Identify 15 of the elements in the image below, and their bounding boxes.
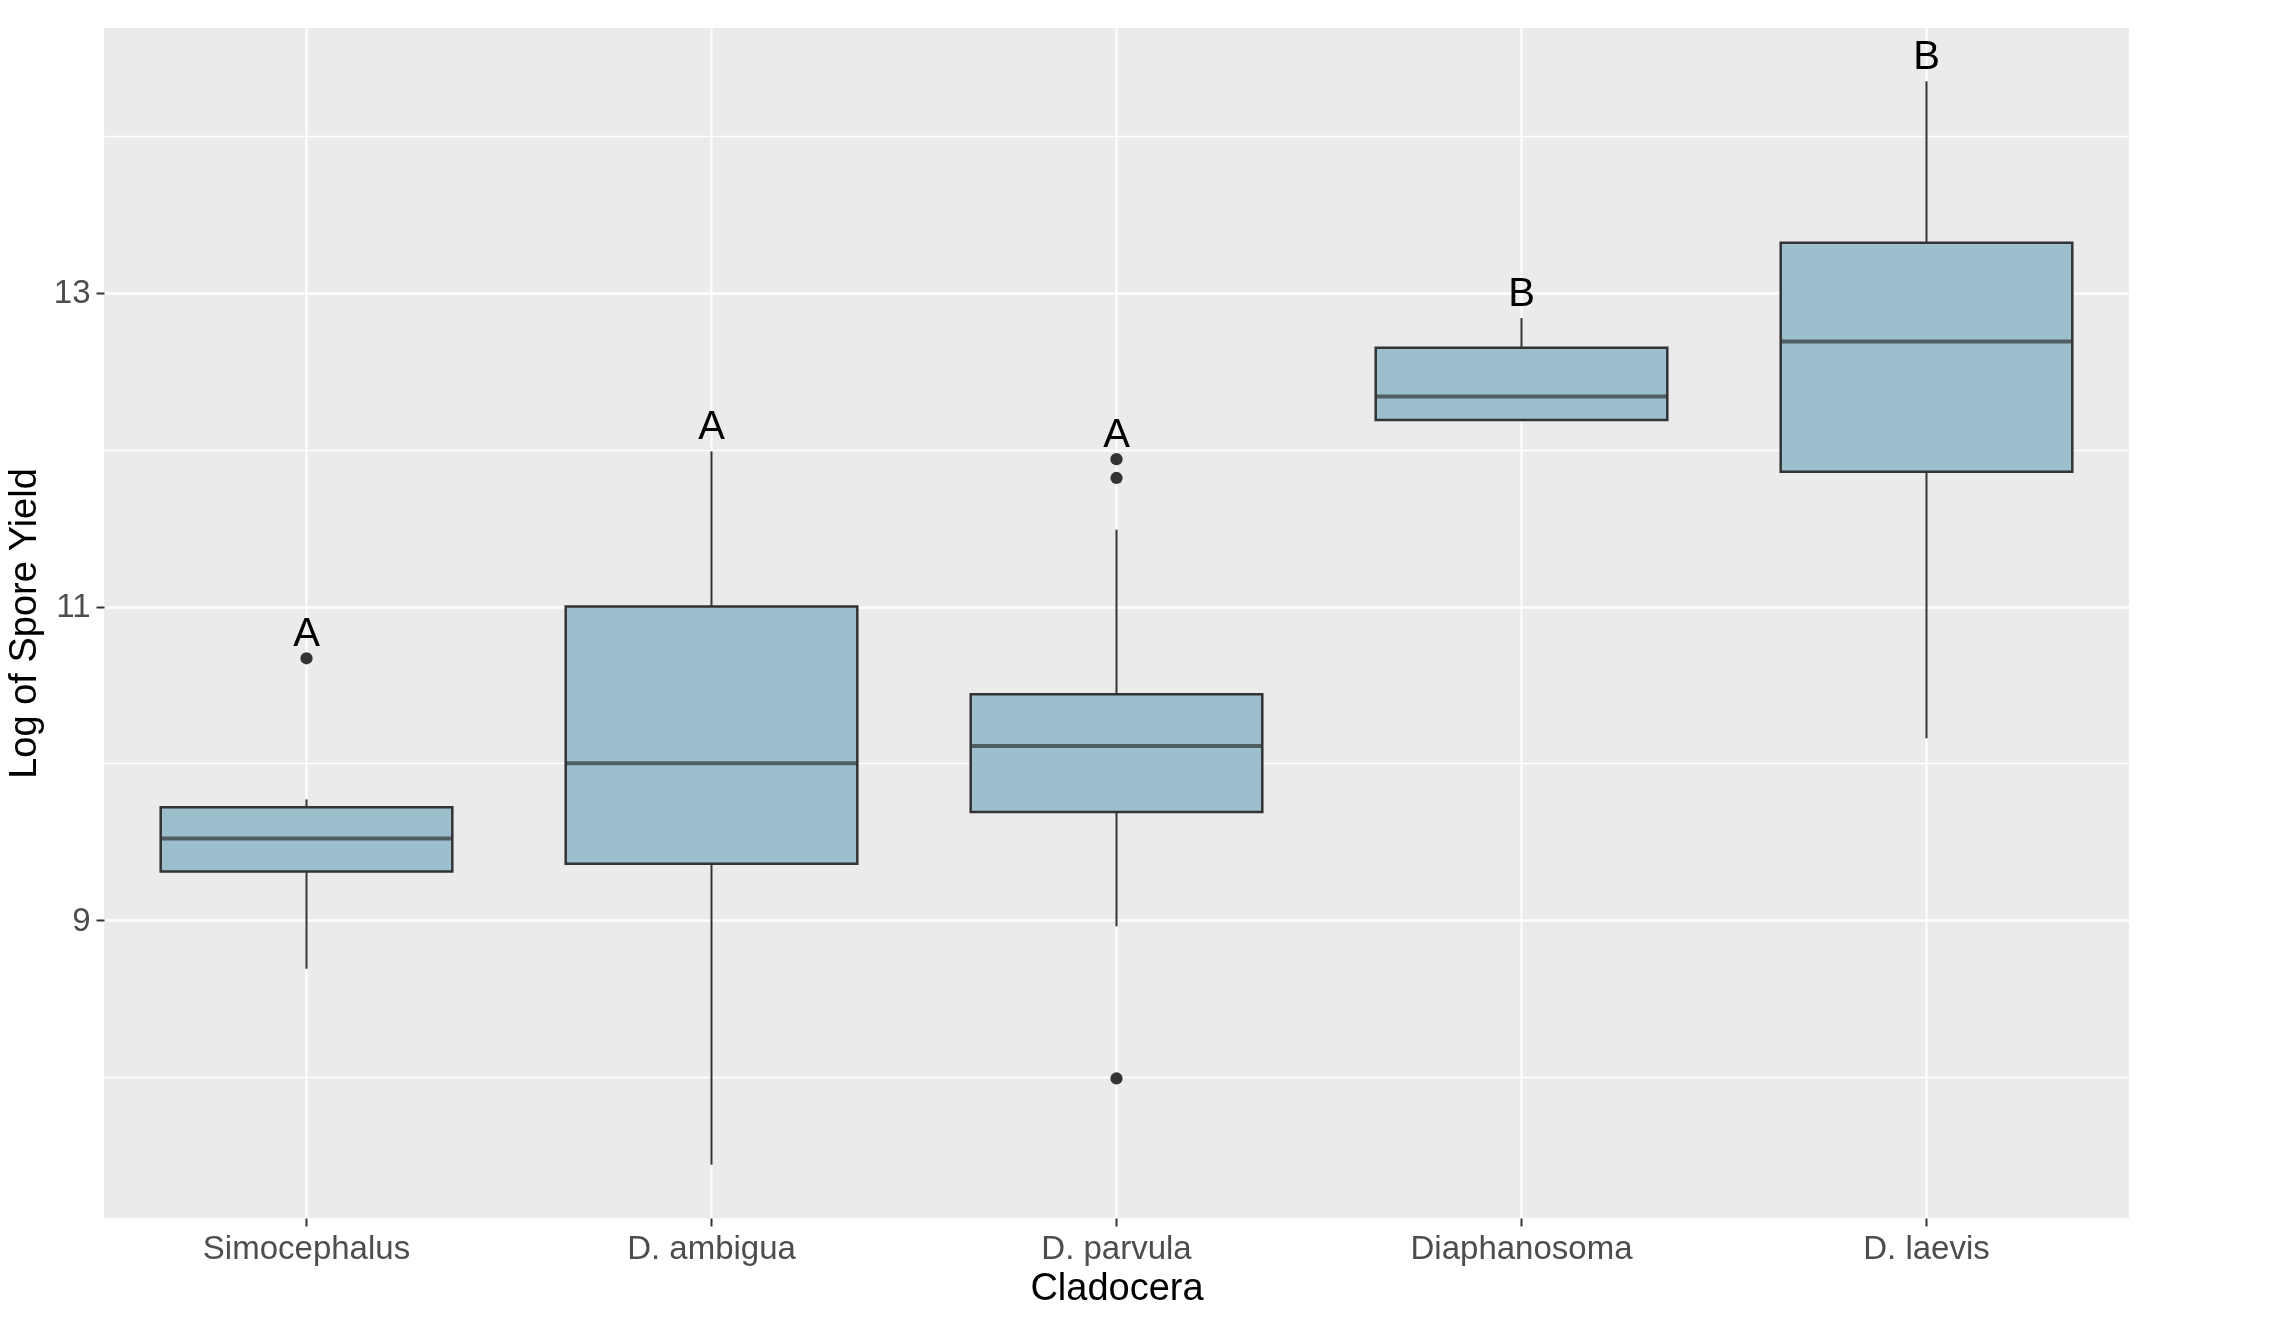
annotation: A — [1103, 411, 1131, 456]
x-tick-label: D. parvula — [1041, 1228, 1193, 1266]
y-axis-title: Log of Spore Yield — [1, 468, 44, 779]
y-tick-label: 13 — [53, 273, 91, 311]
x-tick-label: D. ambigua — [627, 1228, 797, 1266]
annotation: A — [698, 403, 726, 448]
y-tick-label: 11 — [56, 587, 91, 625]
annotation: B — [1508, 270, 1535, 315]
y-tick-label: 9 — [72, 900, 91, 938]
x-axis-title: Cladocera — [1030, 1265, 1205, 1308]
annotation: A — [293, 610, 321, 655]
x-tick-label: Simocephalus — [202, 1228, 411, 1266]
x-tick-label: Diaphanosoma — [1410, 1228, 1634, 1266]
annotation: B — [1913, 33, 1940, 78]
x-tick-label: D. laevis — [1863, 1228, 1990, 1266]
